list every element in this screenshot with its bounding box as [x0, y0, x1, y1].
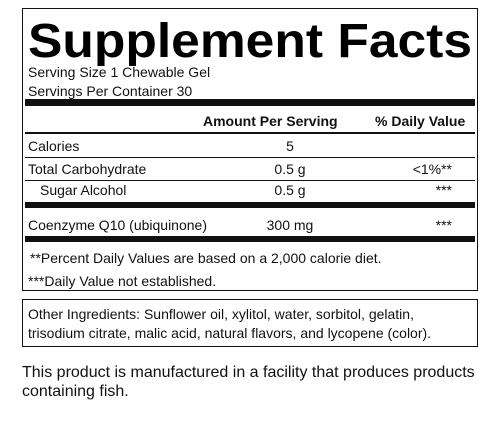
row-name: Total Carbohydrate — [28, 161, 147, 177]
allergen-note: containing fish. — [22, 383, 129, 400]
title-svg: Supplement Facts — [28, 15, 472, 66]
ingredients-line: Other Ingredients: Sunflower oil, xylito… — [28, 306, 414, 322]
column-header: % Daily Value — [375, 113, 466, 129]
footnote: **Percent Daily Values are based on a 2,… — [30, 250, 382, 266]
ingredients-line: trisodium citrate, malic acid, natural f… — [28, 325, 432, 341]
row-name: Calories — [28, 138, 80, 154]
facts-box — [22, 8, 478, 291]
row-dv: *** — [435, 182, 452, 198]
row-dv: *** — [435, 217, 452, 233]
column-header: Amount Per Serving — [203, 113, 338, 129]
rule — [25, 180, 475, 181]
allergen-note: This product is manufactured in a facili… — [22, 364, 475, 381]
row-amount: 0.5 g — [274, 182, 306, 198]
footnote: ***Daily Value not established. — [28, 273, 217, 289]
row-amount: 0.5 g — [274, 161, 306, 177]
row-amount: 300 mg — [266, 217, 314, 233]
serving-size: Serving Size 1 Chewable Gel — [28, 64, 211, 80]
thick-rule — [25, 202, 475, 208]
row-name: Sugar Alcohol — [40, 182, 127, 198]
servings-per-container: Servings Per Container 30 — [28, 83, 193, 99]
row-amount: 5 — [286, 138, 294, 154]
thick-rule — [25, 236, 475, 242]
ingredients-box — [22, 299, 478, 347]
row-dv: <1%** — [412, 161, 452, 177]
rule — [25, 132, 475, 134]
title: Supplement Facts — [28, 15, 472, 66]
thick-rule — [25, 99, 475, 106]
row-name: Coenzyme Q10 (ubiquinone) — [28, 217, 207, 233]
rule — [25, 157, 475, 158]
